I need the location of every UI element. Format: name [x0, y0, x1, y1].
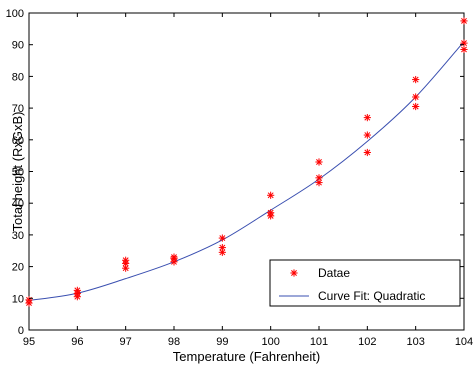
ticks-layer: 95 96 97 98 99 100 101 102 103 104 0 10 20 30 40 50 60 70…: [6, 8, 474, 348]
data-point: [218, 234, 226, 242]
x-tick-label: 103: [406, 336, 424, 348]
data-point: [363, 131, 371, 139]
data-point: [73, 286, 81, 294]
data-point: [363, 148, 371, 157]
legend-box: [269, 259, 461, 307]
data-point: [267, 191, 275, 199]
y-tick-label: 40: [12, 198, 24, 210]
data-point: [315, 158, 323, 166]
data-point: [267, 209, 275, 217]
x-tick-label: 102: [358, 336, 376, 348]
x-tick-label: 97: [120, 336, 132, 348]
y-tick-label: 90: [12, 40, 24, 52]
legend-curve-fit-label: Curve Fit: Quadratic: [318, 289, 425, 303]
data-point: [412, 75, 420, 84]
y-tick-label: 50: [12, 167, 24, 179]
curve-fit-line: [28, 41, 465, 302]
legend-asterisk-icon: [290, 269, 298, 277]
points-layer: [25, 17, 468, 307]
data-point: [460, 39, 468, 47]
y-tick-label: 0: [18, 325, 24, 337]
y-tick-label: 30: [12, 230, 24, 242]
data-point: [412, 102, 420, 111]
data-point: [25, 296, 33, 304]
data-point: [363, 114, 371, 122]
data-point: [122, 256, 130, 264]
data-point: [170, 253, 178, 261]
y-tick-label: 100: [6, 8, 24, 20]
curve-layer: [28, 41, 465, 302]
y-axis-label: Total height (RxGxB): [10, 112, 25, 232]
x-axis-label: Temperature (Fahrenheit): [173, 349, 320, 364]
x-tick-label: 100: [261, 336, 279, 348]
data-point: [315, 174, 323, 182]
x-tick-label: 95: [23, 336, 35, 348]
x-tick-label: 99: [216, 336, 228, 348]
y-tick-label: 70: [12, 103, 24, 115]
y-tick-label: 80: [12, 71, 24, 83]
data-point: [460, 17, 468, 25]
legend: Datae Curve Fit: Quadratic: [269, 259, 461, 307]
legend-datae-marker: [290, 269, 298, 277]
data-point: [460, 45, 468, 54]
data-point: [218, 243, 226, 252]
x-tick-label: 104: [455, 336, 473, 348]
y-tick-label: 10: [12, 293, 24, 305]
x-tick-label: 101: [310, 336, 328, 348]
data-point: [412, 93, 420, 101]
y-tick-label: 60: [12, 135, 24, 147]
legend-datae-label: Datae: [318, 266, 350, 280]
x-tick-label: 98: [168, 336, 180, 348]
y-tick-label: 20: [12, 262, 24, 274]
x-tick-label: 96: [71, 336, 83, 348]
